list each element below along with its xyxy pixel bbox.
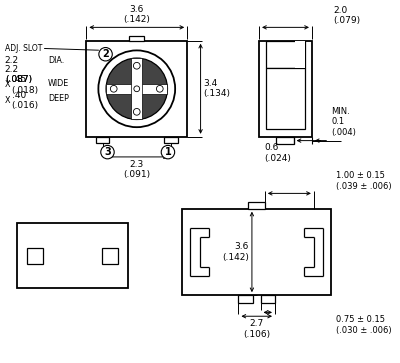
Bar [129,36,144,41]
Text: 3.6
(.142): 3.6 (.142) [123,5,150,24]
Bar [266,41,305,68]
Text: 1.00 ± 0.15
(.039 ± .006): 1.00 ± 0.15 (.039 ± .006) [336,171,392,191]
Text: X: X [5,81,10,89]
Bar [259,41,312,137]
Text: 0.75 ± 0.15
(.030 ± .006): 0.75 ± 0.15 (.030 ± .006) [336,315,392,335]
Text: ADJ. SLOT: ADJ. SLOT [5,44,42,53]
Text: 2.2
(.087): 2.2 (.087) [5,65,32,84]
Text: MIN.
0.1
(.004): MIN. 0.1 (.004) [331,107,356,137]
Text: X: X [5,96,10,105]
Bar [182,209,331,295]
Text: 3.4
(.134): 3.4 (.134) [204,79,230,98]
Circle shape [106,58,168,119]
Text: 2.7
(.106): 2.7 (.106) [243,319,270,339]
Text: DIA.: DIA. [48,57,64,65]
Bar [295,41,305,68]
Circle shape [134,86,140,92]
Bar [276,137,294,144]
Text: 0.6
(.024): 0.6 (.024) [264,143,291,163]
Bar [106,83,168,94]
Bar [164,137,178,143]
Bar [102,248,118,264]
Bar [266,68,305,129]
Bar [260,295,275,303]
Bar [27,248,43,264]
Text: 3.6
(.142): 3.6 (.142) [222,242,249,262]
Bar [132,58,142,119]
Circle shape [101,146,114,159]
Circle shape [110,85,117,92]
Circle shape [156,85,163,92]
Circle shape [99,48,112,61]
Bar [248,202,265,209]
Text: (.087): (.087) [5,65,32,84]
Text: 1: 1 [164,147,171,157]
Text: DEEP: DEEP [48,94,69,103]
Circle shape [98,50,175,127]
Text: 2.2: 2.2 [5,56,19,65]
Circle shape [133,109,140,115]
Bar [86,41,187,137]
Text: 2: 2 [102,49,109,59]
Text: WIDE: WIDE [48,78,69,87]
Circle shape [161,146,175,159]
Bar [17,223,128,288]
Bar [96,137,110,143]
Circle shape [133,62,140,69]
Text: 2.0
(.079): 2.0 (.079) [333,6,360,25]
Text: .40
(.016): .40 (.016) [12,91,39,110]
Text: .45
(.018): .45 (.018) [12,75,39,95]
Text: 3: 3 [104,147,111,157]
Text: 2.3
(.091): 2.3 (.091) [123,160,150,179]
Bar [238,295,253,303]
